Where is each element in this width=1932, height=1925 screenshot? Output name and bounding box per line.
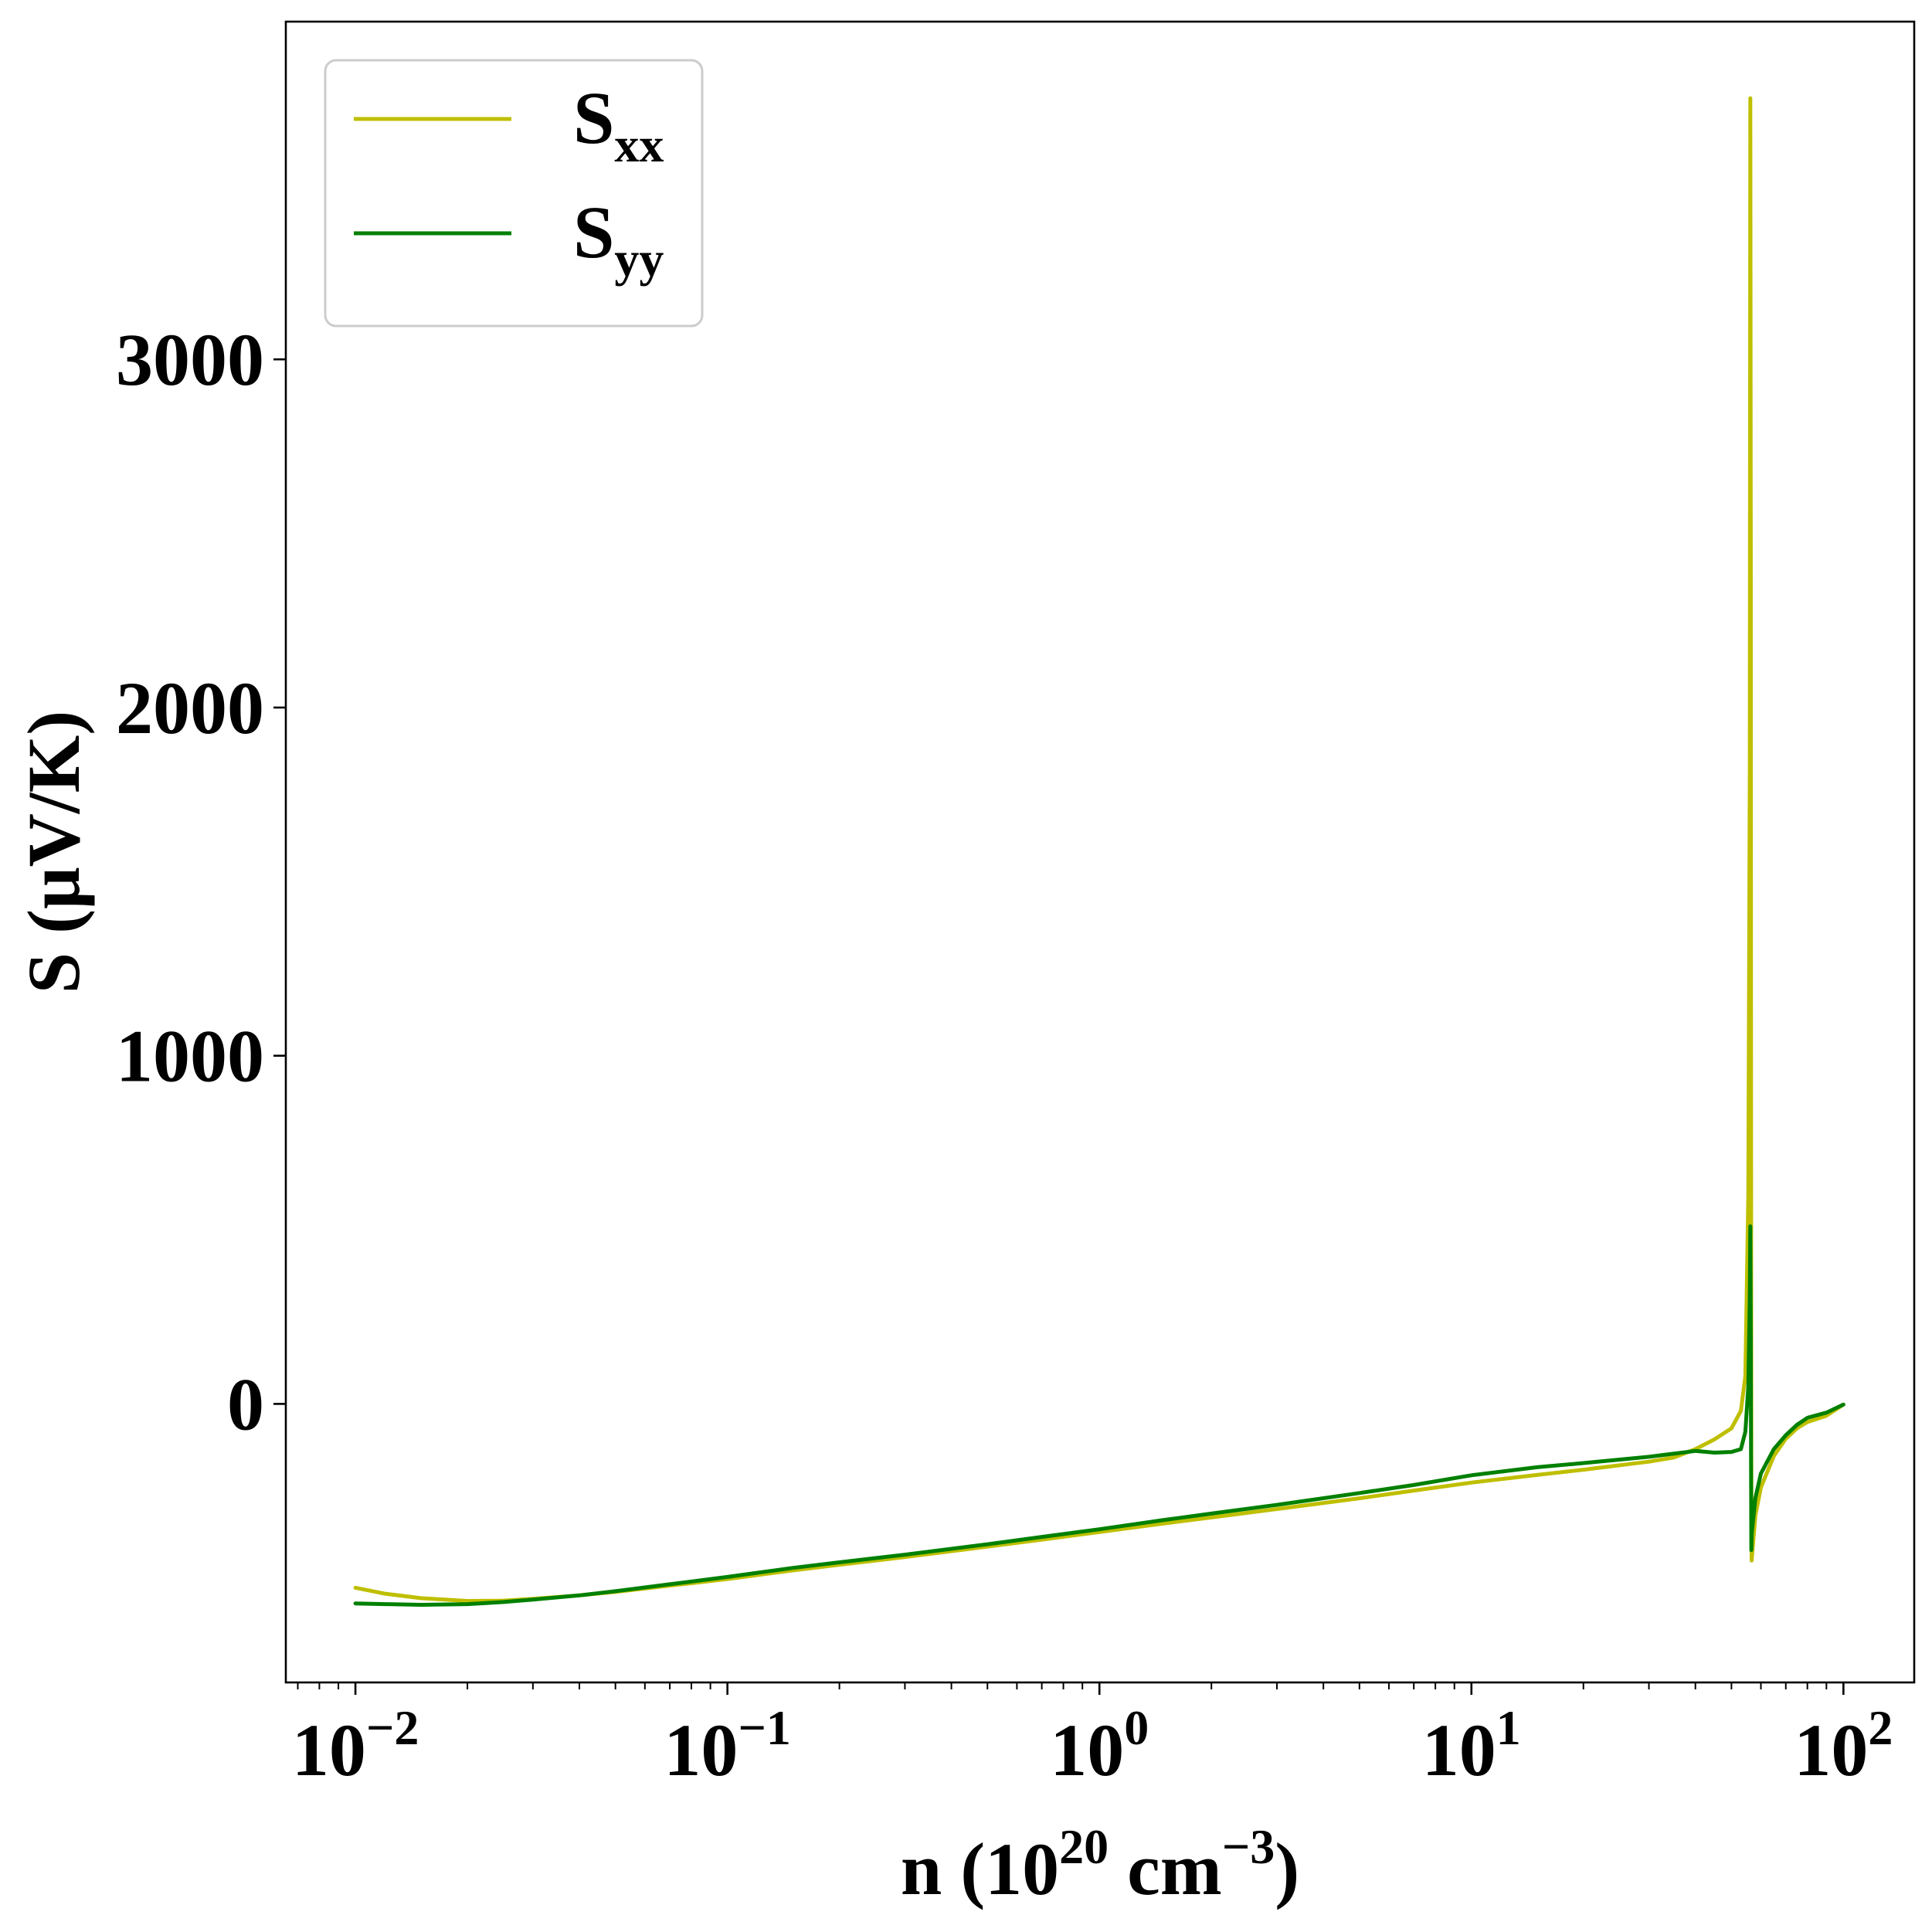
- x-tick-label-exponent: 2: [1868, 1700, 1893, 1755]
- y-tick-label: 3000: [116, 318, 264, 401]
- x-tick-label: 10−2: [292, 1700, 419, 1791]
- x-tick-label-exponent: −1: [738, 1700, 790, 1755]
- legend-label-syy: Syy: [573, 191, 664, 287]
- legend: Sxx Syy: [324, 59, 704, 328]
- series-line-syy: [353, 1224, 1845, 1607]
- x-tick-label-base: 10: [1050, 1709, 1124, 1791]
- series-layer: [353, 96, 1845, 1607]
- x-axis-label-exponent: 20: [1059, 1819, 1109, 1874]
- x-tick-label-exponent: 0: [1124, 1700, 1149, 1755]
- legend-label-sxx-base: S: [573, 76, 614, 159]
- x-tick-label-base: 10: [1422, 1709, 1496, 1791]
- x-axis-label-end: ): [1275, 1828, 1299, 1910]
- x-tick-label-exponent: 1: [1496, 1700, 1521, 1755]
- x-axis-label-unit: cm: [1109, 1828, 1222, 1910]
- y-axis-label: S (μV/K): [12, 711, 95, 993]
- y-tick-label: 0: [227, 1363, 264, 1445]
- y-tick-label: 1000: [116, 1015, 264, 1098]
- y-tick-label: 2000: [116, 667, 264, 749]
- legend-label-syy-subscript: yy: [614, 232, 664, 287]
- legend-label-sxx: Sxx: [573, 76, 664, 172]
- y-axis: 0 1000 2000 3000: [116, 318, 286, 1445]
- x-tick-label-base: 10: [664, 1709, 738, 1791]
- x-minor-ticks: [297, 1682, 1828, 1689]
- x-tick-label: 10−1: [664, 1700, 790, 1791]
- x-tick-label: 102: [1794, 1700, 1893, 1791]
- legend-label-syy-base: S: [573, 191, 614, 273]
- x-tick-label-base: 10: [1794, 1709, 1868, 1791]
- legend-label-sxx-subscript: xx: [614, 117, 664, 172]
- x-tick-label-exponent: −2: [366, 1700, 419, 1755]
- x-tick-label: 101: [1422, 1700, 1521, 1791]
- x-tick-label-base: 10: [292, 1709, 366, 1791]
- legend-box: [324, 59, 704, 328]
- x-axis-label: n (1020 cm−3): [901, 1819, 1299, 1910]
- x-axis-label-unit-exponent: −3: [1222, 1819, 1275, 1874]
- x-axis-label-base: n (10: [901, 1828, 1059, 1910]
- x-tick-label: 100: [1050, 1700, 1149, 1791]
- x-axis: 10−2 10−1 100 101 102: [292, 1682, 1893, 1791]
